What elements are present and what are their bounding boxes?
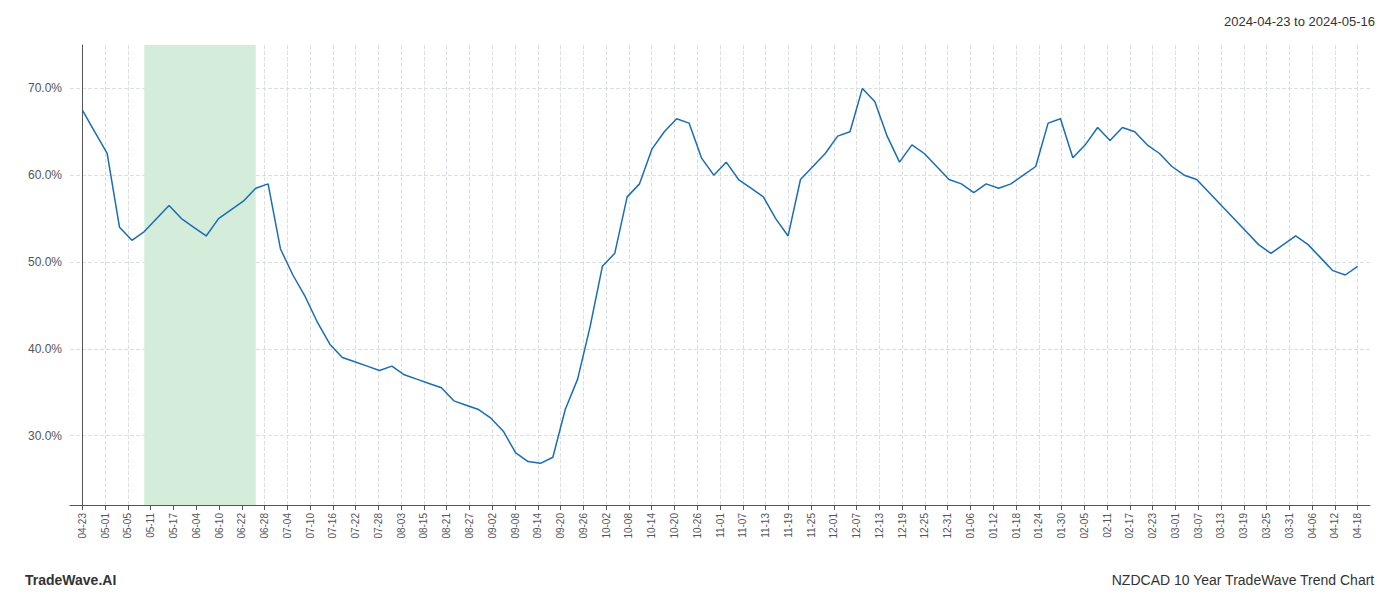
svg-text:09-14: 09-14 xyxy=(532,513,543,539)
svg-text:09-08: 09-08 xyxy=(510,513,521,539)
svg-text:09-02: 09-02 xyxy=(487,513,498,539)
svg-text:02-05: 02-05 xyxy=(1079,513,1090,539)
svg-text:09-20: 09-20 xyxy=(555,513,566,539)
svg-text:04-06: 04-06 xyxy=(1307,513,1318,539)
svg-text:01-06: 01-06 xyxy=(965,513,976,539)
svg-text:09-26: 09-26 xyxy=(578,513,589,539)
svg-text:12-25: 12-25 xyxy=(919,513,930,539)
svg-text:11-01: 11-01 xyxy=(715,513,726,538)
svg-text:2024-04-23 to 2024-05-16: 2024-04-23 to 2024-05-16 xyxy=(1224,14,1375,29)
svg-text:11-07: 11-07 xyxy=(737,513,748,538)
svg-text:01-30: 01-30 xyxy=(1056,513,1067,539)
svg-text:NZDCAD 10 Year TradeWave Trend: NZDCAD 10 Year TradeWave Trend Chart xyxy=(1112,572,1375,588)
svg-text:05-17: 05-17 xyxy=(168,513,179,539)
svg-text:10-26: 10-26 xyxy=(692,513,703,539)
svg-text:12-19: 12-19 xyxy=(897,513,908,539)
svg-text:11-13: 11-13 xyxy=(760,513,771,538)
svg-text:40.0%: 40.0% xyxy=(28,342,62,356)
svg-text:07-28: 07-28 xyxy=(373,513,384,539)
svg-text:04-18: 04-18 xyxy=(1352,513,1363,539)
svg-text:03-19: 03-19 xyxy=(1238,513,1249,539)
svg-text:01-12: 01-12 xyxy=(988,513,999,539)
svg-text:03-13: 03-13 xyxy=(1215,513,1226,539)
svg-text:05-05: 05-05 xyxy=(122,513,133,539)
svg-text:12-01: 12-01 xyxy=(828,513,839,539)
svg-text:06-04: 06-04 xyxy=(191,513,202,539)
svg-text:TradeWave.AI: TradeWave.AI xyxy=(25,572,116,588)
svg-text:06-28: 06-28 xyxy=(259,513,270,539)
svg-text:03-01: 03-01 xyxy=(1170,513,1181,539)
svg-text:12-13: 12-13 xyxy=(874,513,885,539)
svg-text:10-02: 10-02 xyxy=(601,513,612,539)
svg-text:11-25: 11-25 xyxy=(806,513,817,538)
svg-text:01-24: 01-24 xyxy=(1033,513,1044,539)
svg-text:05-01: 05-01 xyxy=(100,513,111,539)
svg-text:01-18: 01-18 xyxy=(1011,513,1022,539)
svg-text:03-31: 03-31 xyxy=(1284,513,1295,539)
svg-text:04-12: 04-12 xyxy=(1329,513,1340,539)
svg-text:70.0%: 70.0% xyxy=(28,81,62,95)
svg-text:10-14: 10-14 xyxy=(646,513,657,539)
svg-text:06-10: 06-10 xyxy=(214,513,225,539)
svg-text:07-16: 07-16 xyxy=(327,513,338,539)
svg-text:08-03: 08-03 xyxy=(396,513,407,539)
svg-text:10-20: 10-20 xyxy=(669,513,680,539)
svg-text:03-25: 03-25 xyxy=(1261,513,1272,539)
svg-text:11-19: 11-19 xyxy=(783,513,794,538)
svg-text:10-08: 10-08 xyxy=(623,513,634,539)
svg-text:05-11: 05-11 xyxy=(145,513,156,538)
svg-text:07-04: 07-04 xyxy=(282,513,293,539)
svg-text:03-07: 03-07 xyxy=(1193,513,1204,539)
svg-text:08-15: 08-15 xyxy=(418,513,429,539)
svg-text:08-27: 08-27 xyxy=(464,513,475,539)
svg-text:02-17: 02-17 xyxy=(1124,513,1135,539)
svg-text:60.0%: 60.0% xyxy=(28,168,62,182)
svg-text:12-07: 12-07 xyxy=(851,513,862,539)
svg-text:12-31: 12-31 xyxy=(942,513,953,539)
svg-text:02-23: 02-23 xyxy=(1147,513,1158,539)
svg-text:02-11: 02-11 xyxy=(1102,513,1113,538)
svg-text:30.0%: 30.0% xyxy=(28,429,62,443)
svg-text:07-22: 07-22 xyxy=(350,513,361,539)
svg-text:07-10: 07-10 xyxy=(305,513,316,539)
svg-text:06-22: 06-22 xyxy=(236,513,247,539)
svg-text:08-21: 08-21 xyxy=(441,513,452,539)
svg-text:04-23: 04-23 xyxy=(77,513,88,539)
svg-text:50.0%: 50.0% xyxy=(28,255,62,269)
